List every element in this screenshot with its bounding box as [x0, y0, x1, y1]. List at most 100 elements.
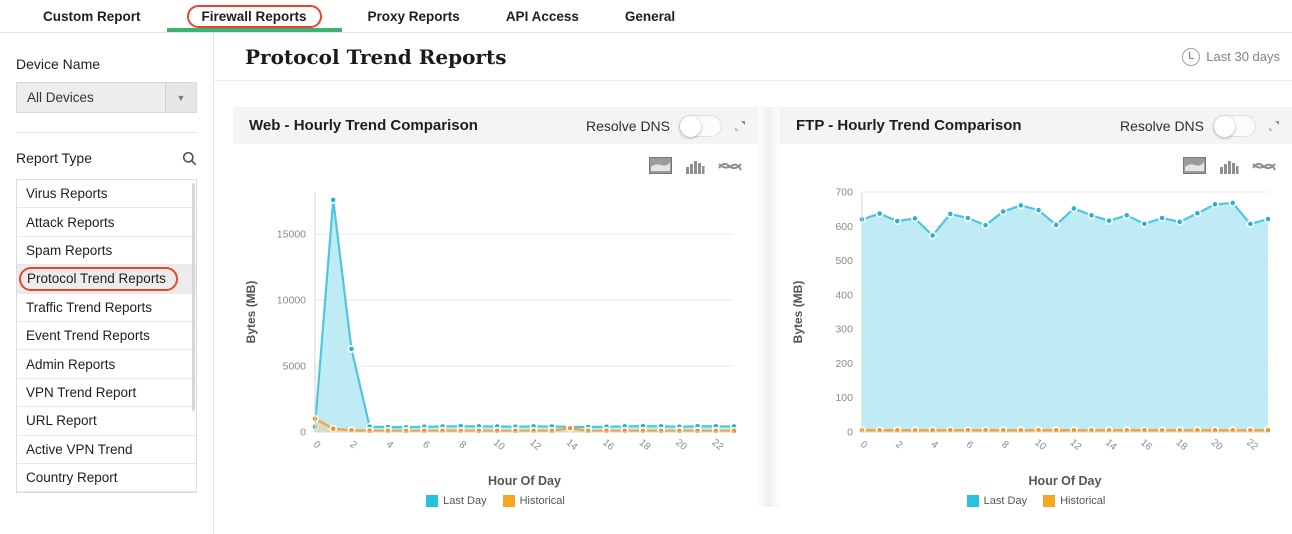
svg-text:2: 2	[347, 439, 359, 451]
svg-text:0: 0	[858, 439, 870, 451]
tab-label: Proxy Reports	[367, 8, 460, 24]
report-item-label: Virus Reports	[26, 186, 108, 202]
report-item-traffic-trend-reports[interactable]: Traffic Trend Reports	[17, 294, 196, 322]
svg-text:14: 14	[1103, 437, 1119, 453]
svg-text:18: 18	[637, 437, 653, 453]
report-item-label: Event Trend Reports	[26, 328, 150, 344]
tab-label: Custom Report	[43, 8, 141, 24]
line-chart-icon[interactable]	[1252, 158, 1276, 174]
report-item-protocol-trend-reports[interactable]: Protocol Trend Reports	[17, 265, 196, 294]
svg-text:5000: 5000	[283, 361, 307, 373]
legend-item-last-day[interactable]: Last Day	[966, 495, 1027, 507]
chevron-down-icon[interactable]: ▼	[165, 83, 196, 112]
legend-label: Last Day	[443, 495, 487, 507]
svg-text:400: 400	[835, 289, 853, 301]
report-item-label: Spam Reports	[26, 242, 113, 258]
top-tab-bar: Custom Report Firewall Reports Proxy Rep…	[0, 0, 1292, 33]
card-title: FTP - Hourly Trend Comparison	[796, 117, 1022, 134]
device-name-label: Device Name	[16, 56, 101, 72]
svg-text:20: 20	[673, 437, 689, 453]
report-item-url-report[interactable]: URL Report	[17, 407, 196, 436]
chart-legend: Last Day Historical	[780, 494, 1292, 507]
report-item-label: Admin Reports	[26, 356, 116, 372]
report-item-label: URL Report	[26, 413, 97, 429]
svg-text:10000: 10000	[277, 295, 306, 307]
resolve-dns-toggle[interactable]	[679, 114, 722, 137]
svg-text:18: 18	[1174, 437, 1190, 453]
report-item-label: Country Report	[26, 470, 118, 486]
svg-text:15000: 15000	[277, 229, 306, 241]
report-item-spam-reports[interactable]: Spam Reports	[17, 237, 196, 266]
legend-item-historical[interactable]: Historical	[502, 495, 565, 507]
annotation-ellipse: Protocol Trend Reports	[19, 266, 178, 291]
tab-api-access[interactable]: API Access	[483, 0, 602, 32]
resolve-dns-toggle[interactable]	[1213, 114, 1256, 137]
tab-label: General	[624, 8, 676, 24]
area-chart-icon[interactable]	[1183, 157, 1206, 174]
page-title: Protocol Trend Reports	[245, 44, 507, 69]
svg-text:200: 200	[835, 358, 853, 370]
legend-swatch	[1043, 495, 1056, 507]
svg-text:22: 22	[1244, 437, 1260, 453]
area-chart-ftp: 0 100 200 300 400 500 600 700 0 2 4 6 8 10 12 14 16 18 20 2…	[780, 176, 1292, 494]
svg-text:Bytes (MB): Bytes (MB)	[244, 281, 258, 344]
legend-swatch	[502, 495, 515, 507]
bar-chart-icon[interactable]	[1219, 157, 1239, 174]
report-type-list: Virus Reports Attack Reports Spam Report…	[16, 179, 197, 494]
tab-label: Firewall Reports	[201, 8, 307, 24]
legend-label: Historical	[519, 495, 565, 507]
svg-text:2: 2	[893, 439, 905, 451]
svg-text:14: 14	[564, 437, 580, 453]
period-label: Last 30 days	[1206, 49, 1280, 64]
device-select-value: All Devices	[27, 90, 94, 105]
report-item-event-trend-reports[interactable]: Event Trend Reports	[17, 322, 196, 351]
svg-text:Bytes (MB): Bytes (MB)	[791, 281, 805, 344]
search-icon[interactable]	[182, 151, 197, 166]
report-item-admin-reports[interactable]: Admin Reports	[17, 350, 196, 379]
svg-text:10: 10	[491, 437, 507, 453]
svg-text:600: 600	[835, 221, 853, 233]
svg-text:6: 6	[964, 439, 976, 451]
report-item-country-report[interactable]: Country Report	[17, 464, 196, 493]
main-content: Protocol Trend Reports L Last 30 days We…	[214, 33, 1292, 534]
card-gap	[758, 107, 780, 507]
report-type-label: Report Type	[16, 150, 93, 166]
svg-text:12: 12	[527, 437, 543, 453]
tab-proxy-reports[interactable]: Proxy Reports	[345, 0, 483, 32]
svg-text:0: 0	[847, 427, 853, 439]
toggle-knob	[680, 115, 701, 137]
line-chart-icon[interactable]	[718, 158, 742, 174]
period-selector[interactable]: L Last 30 days	[1182, 47, 1280, 66]
expand-icon[interactable]	[734, 120, 746, 132]
report-item-virus-reports[interactable]: Virus Reports	[17, 180, 196, 209]
legend-item-historical[interactable]: Historical	[1043, 495, 1105, 507]
svg-text:22: 22	[710, 437, 726, 453]
report-item-label: Protocol Trend Reports	[27, 270, 166, 286]
area-chart-web: 0 5000 10000 15000 0 2 4 6 8 10 12 14 16 18 20 22 Bytes …	[233, 176, 758, 494]
area-chart-icon[interactable]	[649, 157, 672, 174]
list-scrollbar[interactable]	[192, 183, 195, 411]
toggle-knob	[1214, 115, 1235, 137]
sidebar: Device Name All Devices ▼ Report Type Vi…	[0, 33, 214, 534]
svg-text:0: 0	[311, 439, 323, 451]
svg-text:16: 16	[1138, 437, 1154, 453]
legend-item-last-day[interactable]: Last Day	[426, 495, 487, 507]
tab-custom-report[interactable]: Custom Report	[20, 0, 164, 32]
legend-swatch	[966, 495, 979, 507]
svg-text:8: 8	[457, 439, 469, 451]
legend-swatch	[426, 495, 439, 507]
svg-text:0: 0	[300, 427, 306, 439]
tab-firewall-reports[interactable]: Firewall Reports	[164, 0, 345, 32]
svg-text:8: 8	[999, 439, 1011, 451]
report-item-vpn-trend-report[interactable]: VPN Trend Report	[17, 379, 196, 408]
annotation-ellipse: Firewall Reports	[186, 4, 322, 28]
svg-text:6: 6	[420, 439, 432, 451]
svg-text:Hour Of Day: Hour Of Day	[1029, 474, 1102, 488]
report-item-active-vpn-trend[interactable]: Active VPN Trend	[17, 436, 196, 464]
bar-chart-icon[interactable]	[685, 157, 705, 174]
tab-general[interactable]: General	[602, 0, 698, 32]
tab-label: API Access	[505, 8, 579, 24]
expand-icon[interactable]	[1268, 120, 1280, 132]
device-select[interactable]: All Devices ▼	[16, 82, 197, 113]
report-item-attack-reports[interactable]: Attack Reports	[17, 208, 196, 237]
